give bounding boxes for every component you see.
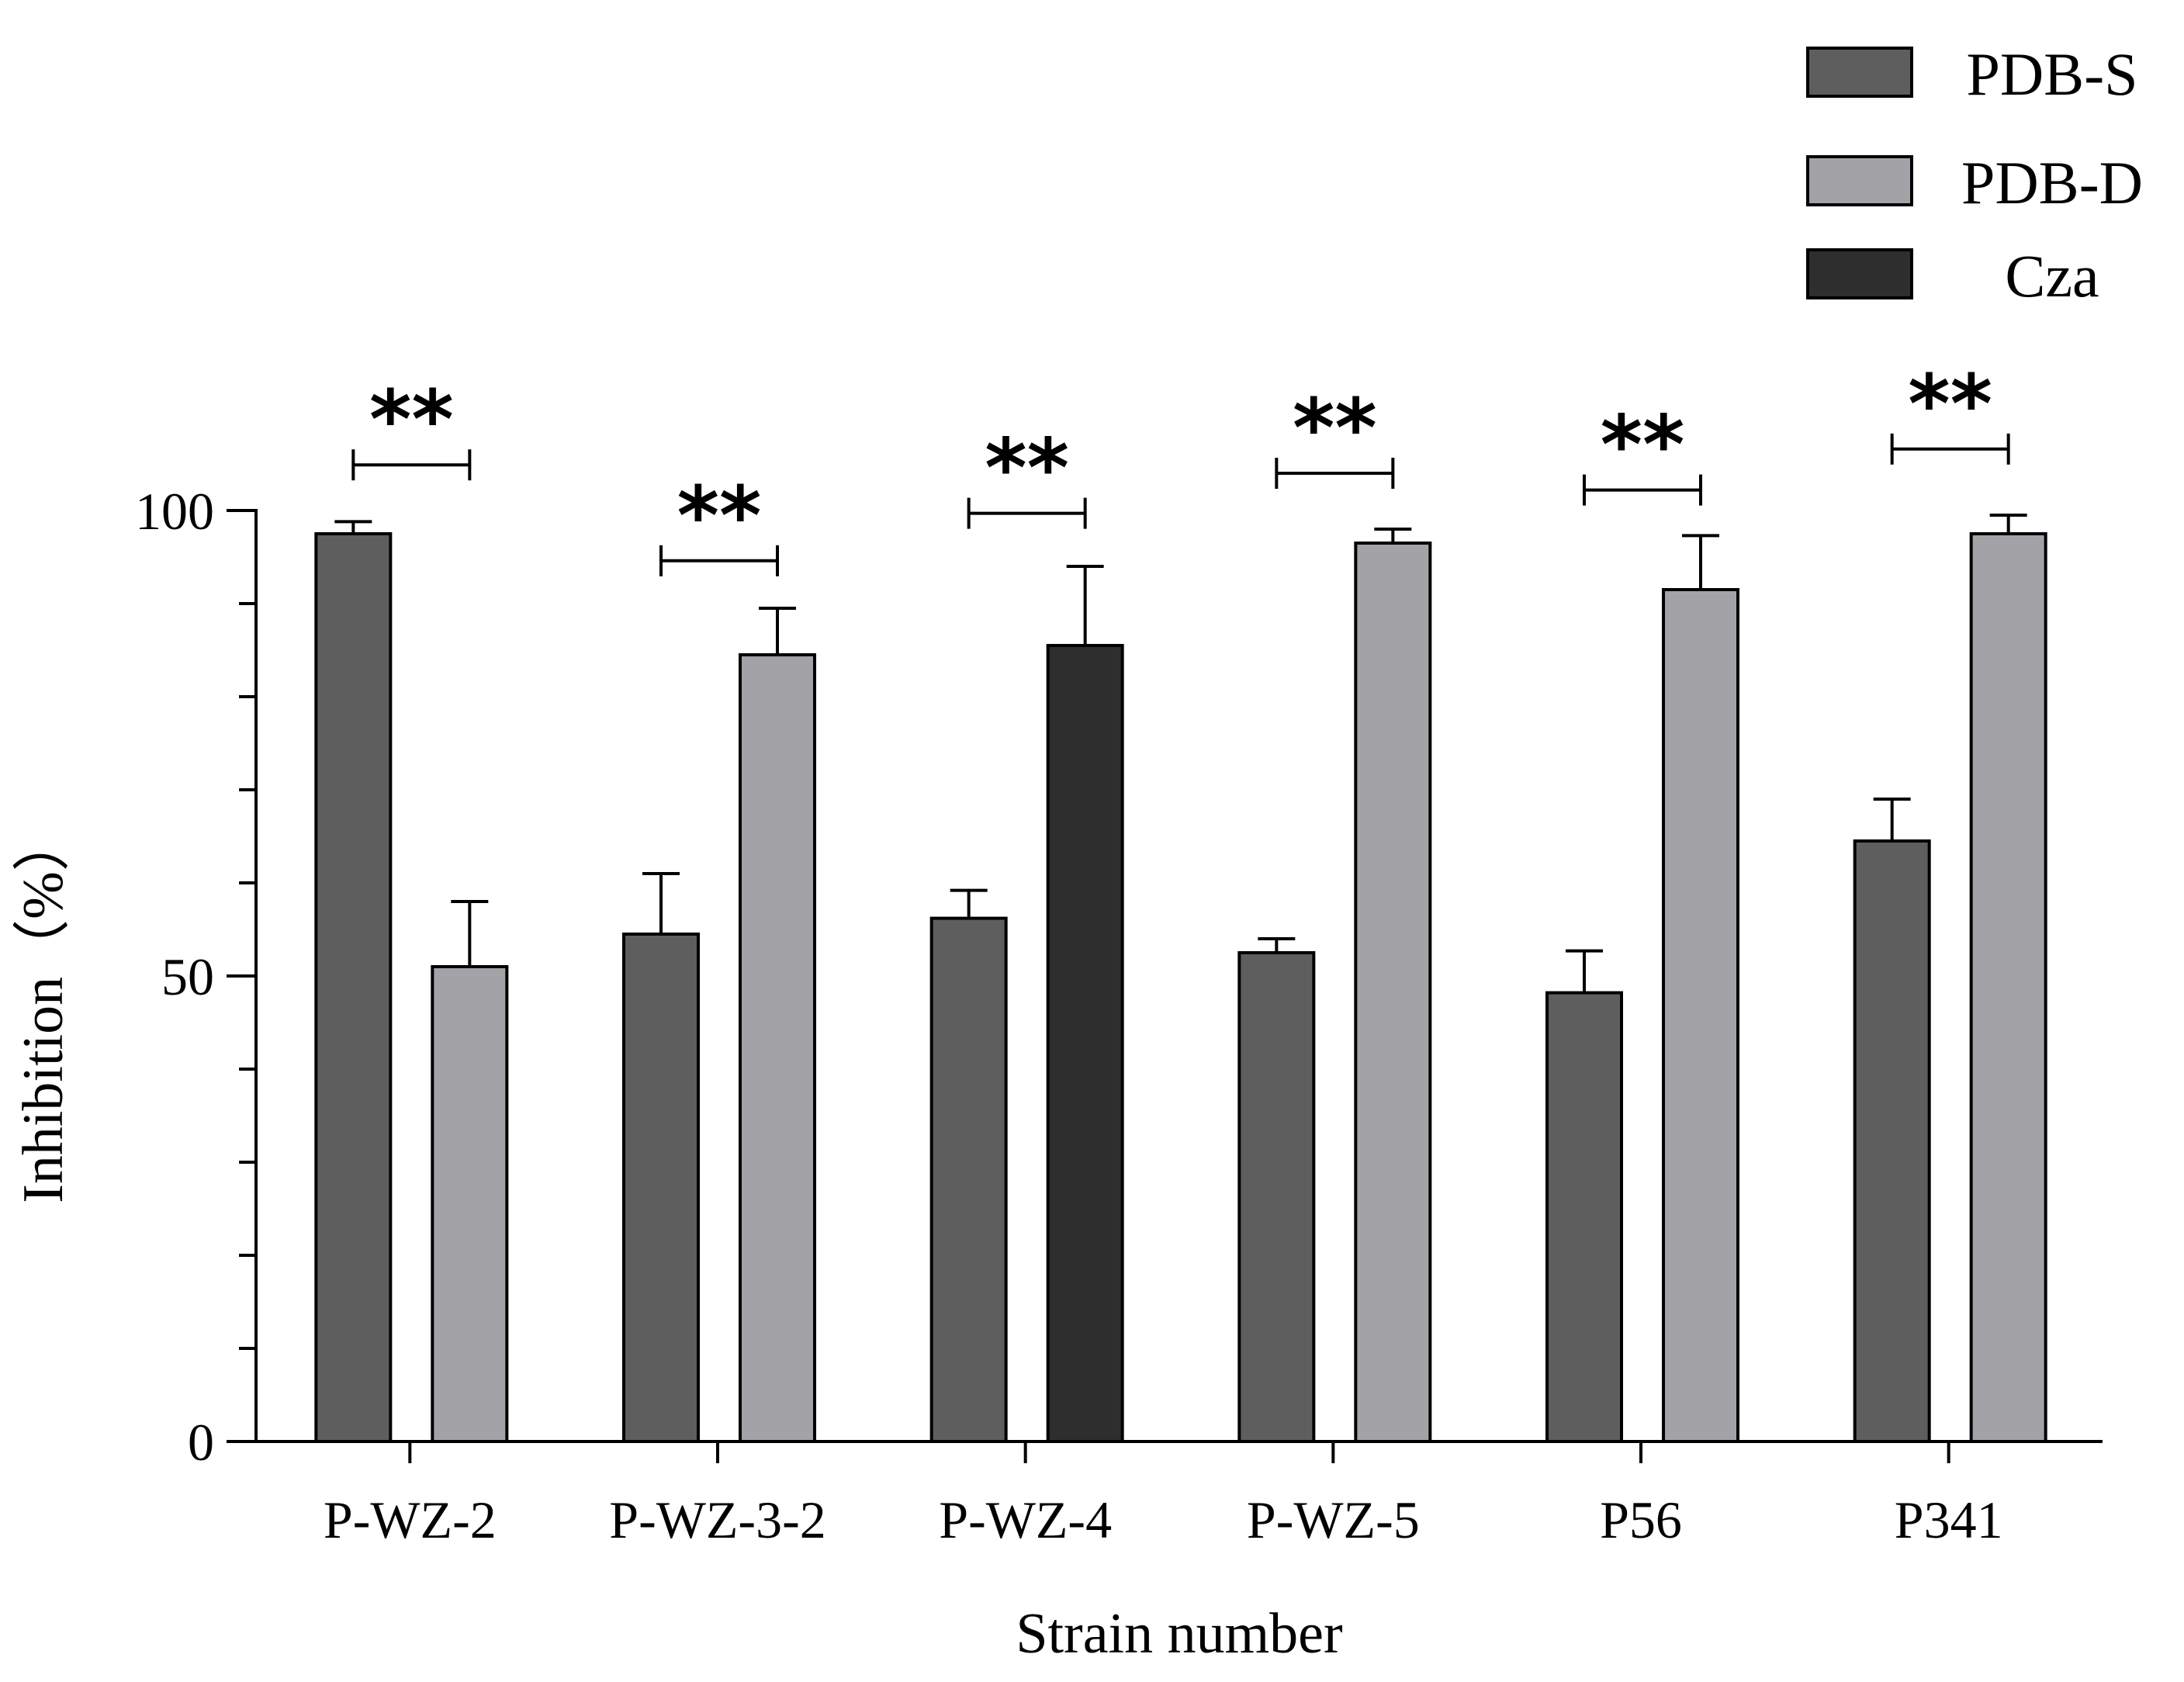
sig-label-p-wz-2: ** xyxy=(369,372,454,467)
y-tick-label-100: 100 xyxy=(135,482,214,541)
y-axis: 0 50 100 xyxy=(135,482,258,1472)
bar-pdb-d-p-wz-5 xyxy=(1354,542,1432,1443)
bar-cza-p-wz-4 xyxy=(1046,644,1124,1443)
legend-label-pdb-s: PDB-S xyxy=(1966,40,2137,108)
x-axis-title: Strain number xyxy=(1016,1602,1342,1666)
y-axis-title: Inhibition（%） xyxy=(12,814,75,1203)
sig-label-p56: ** xyxy=(1601,398,1685,493)
x-tick-label-p-wz-5: P-WZ-5 xyxy=(1247,1490,1420,1549)
y-tick-label-0: 0 xyxy=(188,1413,214,1472)
bar-pdb-s-p56 xyxy=(1545,991,1623,1443)
legend-label-pdb-d: PDB-D xyxy=(1961,149,2143,216)
x-tick-label-p56: P56 xyxy=(1600,1490,1682,1549)
x-tick-label-p-wz-3-2: P-WZ-3-2 xyxy=(609,1490,825,1549)
x-tick-label-p-wz-4: P-WZ-4 xyxy=(939,1490,1112,1549)
x-axis: P-WZ-2 P-WZ-3-2 P-WZ-4 P-WZ-5 P56 P341 xyxy=(254,1440,2103,1549)
legend-swatch-pdb-d xyxy=(1806,155,1913,206)
bar-pdb-s-p-wz-2 xyxy=(314,532,393,1443)
sig-label-p-wz-5: ** xyxy=(1293,381,1377,476)
bar-pdb-s-p-wz-5 xyxy=(1237,951,1316,1443)
legend: PDB-S PDB-D Cza xyxy=(1806,40,2143,310)
sig-label-p-wz-3-2: ** xyxy=(677,469,762,563)
x-tick-label-p-wz-2: P-WZ-2 xyxy=(324,1490,497,1549)
legend-label-cza: Cza xyxy=(2005,242,2099,310)
bar-pdb-s-p-wz-3-2 xyxy=(622,933,700,1443)
sig-label-p-wz-4: ** xyxy=(985,421,1069,516)
bars xyxy=(314,514,2047,1443)
significance-brackets: ** ** ** ** ** ** xyxy=(351,357,2010,576)
legend-swatch-cza xyxy=(1806,248,1913,299)
legend-swatch-pdb-s xyxy=(1806,47,1913,98)
y-tick-label-50: 50 xyxy=(161,947,214,1006)
bar-pdb-s-p341 xyxy=(1853,839,1931,1443)
bar-pdb-d-p341 xyxy=(1969,532,2047,1443)
bar-pdb-d-p-wz-2 xyxy=(431,965,509,1443)
x-tick-label-p341: P341 xyxy=(1895,1490,2003,1549)
sig-label-p341: ** xyxy=(1908,357,1992,452)
bar-pdb-d-p-wz-3-2 xyxy=(739,653,816,1443)
bar-pdb-d-p56 xyxy=(1662,588,1739,1443)
bar-pdb-s-p-wz-4 xyxy=(929,916,1008,1443)
